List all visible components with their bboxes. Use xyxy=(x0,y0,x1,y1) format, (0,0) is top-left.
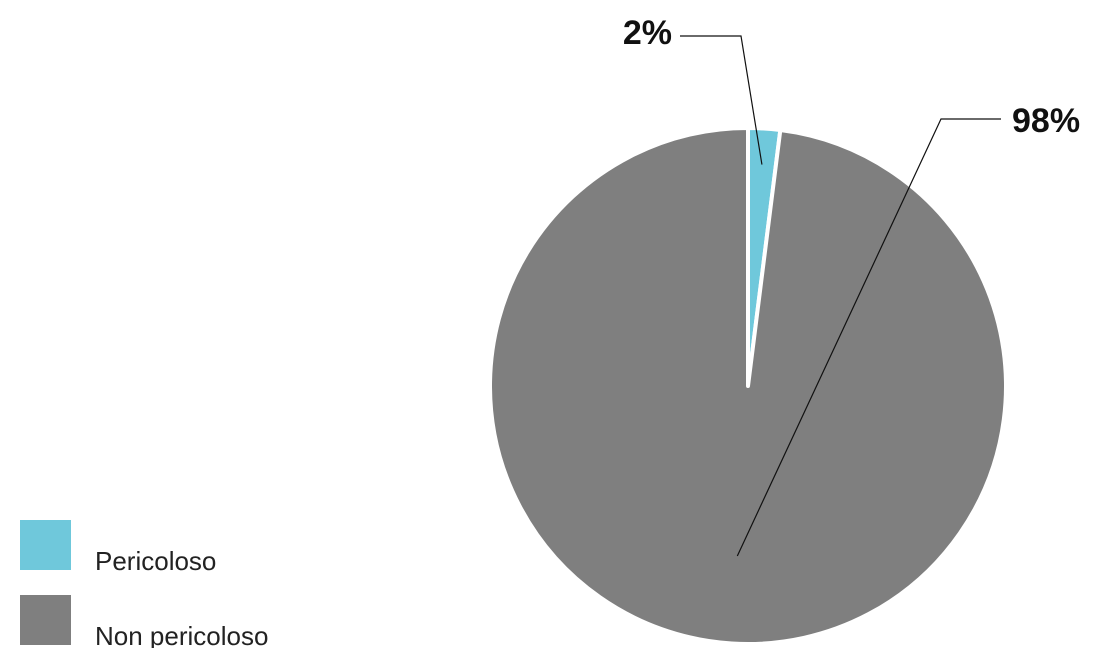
leader-line-non-pericoloso xyxy=(736,118,1001,557)
legend-swatch-non-pericoloso xyxy=(20,595,71,645)
slice-percentage-labels: 2% 98% xyxy=(623,14,1080,140)
legend-swatch-pericoloso xyxy=(20,520,71,570)
legend-label-pericoloso: Pericoloso xyxy=(95,546,216,576)
data-label-pericoloso: 2% xyxy=(623,14,672,52)
legend-label-non-pericoloso: Non pericoloso xyxy=(95,621,268,648)
pie-slices xyxy=(488,126,1009,646)
legend: Pericoloso Non pericoloso xyxy=(20,520,268,648)
slice-leader-lines xyxy=(680,35,1001,557)
leader-line-pericoloso xyxy=(680,35,763,165)
data-label-non-pericoloso: 98% xyxy=(1012,102,1080,140)
pie-slice-non-pericoloso xyxy=(488,126,1009,646)
